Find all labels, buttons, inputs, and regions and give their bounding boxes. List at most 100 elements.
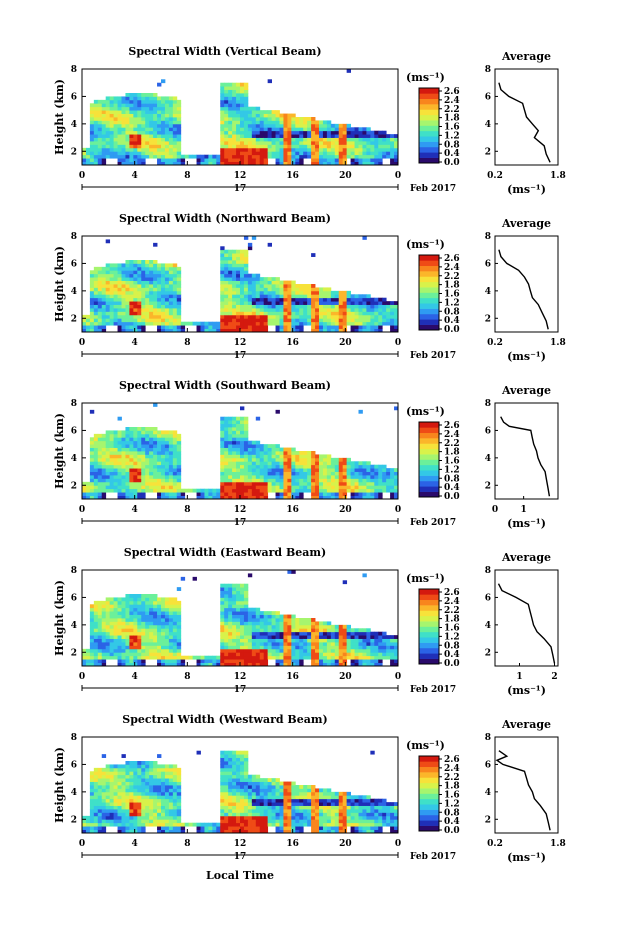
colorbar-swatch	[419, 610, 439, 617]
colorbar: 2.62.42.21.81.61.20.80.40.0 (ms⁻¹)	[406, 71, 460, 168]
average-y-tick-label: 8	[485, 566, 491, 576]
day-label: 17	[234, 351, 247, 361]
colorbar-frame	[418, 755, 440, 832]
colorbar-swatch	[419, 281, 439, 288]
x-tick-label: 8	[184, 672, 190, 682]
y-tick-label: 8	[71, 566, 77, 576]
x-tick-label: 12	[234, 338, 247, 348]
colorbar-swatch	[419, 761, 439, 768]
colorbar-swatch	[419, 486, 439, 492]
average-x-tick-label: 0.2	[487, 171, 503, 181]
colorbar-swatch	[419, 464, 439, 471]
average-y-tick-label: 6	[485, 259, 491, 269]
average-title: Average	[501, 384, 551, 397]
colorbar-frame	[418, 588, 440, 665]
average-profile-line	[500, 416, 551, 497]
y-tick-label: 4	[71, 287, 77, 297]
average-profile: Average 2 4 6 8 0.2 1.8 (ms⁻¹)	[485, 50, 566, 196]
x-tick-label: 0	[395, 839, 401, 849]
colorbar-swatch	[419, 653, 439, 659]
average-profile-line	[495, 750, 551, 831]
colorbar-swatch	[419, 782, 439, 789]
colorbar-tick-label: 1.2	[444, 632, 460, 642]
average-x-tick-label: 0	[492, 505, 498, 515]
y-tick-label: 8	[71, 399, 77, 409]
colorbar-tick-label: 2.4	[444, 430, 460, 440]
x-tick-label: 0	[79, 839, 85, 849]
average-x-tick-label: 1	[521, 505, 527, 515]
colorbar-tick-label: 1.2	[444, 799, 460, 809]
colorbar-swatch	[419, 615, 439, 622]
colorbar-frame	[418, 421, 440, 498]
x-tick-label: 12	[234, 171, 247, 181]
colorbar-tick-label: 0.4	[444, 483, 460, 493]
y-axis-label: Height (km)	[53, 580, 66, 656]
colorbar-tick-label: 0.8	[444, 808, 460, 818]
colorbar-tick-label: 2.6	[444, 588, 460, 598]
x-tick-label: 4	[132, 171, 138, 181]
average-y-tick-label: 8	[485, 65, 491, 75]
colorbar-swatch	[419, 276, 439, 283]
x-tick-label: 12	[234, 505, 247, 515]
colorbar-tick-label: 1.8	[444, 114, 460, 124]
colorbar-swatch	[419, 589, 439, 595]
colorbar-swatch	[419, 287, 439, 293]
panel-2: Spectral Width (Northward Beam) 2 4 6 8 Heigh…	[53, 212, 566, 363]
colorbar-swatch	[419, 98, 439, 105]
colorbar-tick-label: 0.0	[444, 158, 460, 168]
heatmap-cells	[82, 236, 398, 332]
colorbar-swatch	[419, 599, 439, 606]
heatmap-cells	[82, 750, 398, 833]
colorbar-swatch	[419, 621, 439, 627]
average-x-label: (ms⁻¹)	[507, 517, 546, 530]
panel-title: Spectral Width (Northward Beam)	[119, 212, 331, 225]
colorbar-swatch	[419, 825, 439, 832]
colorbar-tick-label: 2.2	[444, 773, 460, 783]
x-tick-label: 16	[286, 338, 299, 348]
colorbar-swatch	[419, 766, 439, 773]
x-tick-label: 12	[234, 839, 247, 849]
x-tick-label: 20	[339, 505, 352, 515]
day-label: 17	[234, 518, 247, 528]
y-tick-label: 6	[71, 426, 77, 436]
colorbar-swatch	[419, 637, 439, 643]
colorbar-tick-label: 2.6	[444, 87, 460, 97]
colorbar-tick-label: 1.6	[444, 624, 460, 634]
x-tick-label: 0	[79, 171, 85, 181]
colorbar-swatch	[419, 313, 439, 320]
colorbar-tick-label: 2.4	[444, 96, 460, 106]
average-x-tick-label: 1.8	[550, 338, 566, 348]
colorbar-tick-label: 1.2	[444, 131, 460, 141]
x-tick-label: 16	[286, 672, 299, 682]
colorbar-tick-label: 2.4	[444, 597, 460, 607]
average-x-label: (ms⁻¹)	[507, 350, 546, 363]
panel-title: Spectral Width (Vertical Beam)	[128, 45, 321, 58]
x-tick-label: 20	[339, 672, 352, 682]
average-y-tick-label: 4	[485, 287, 491, 297]
colorbar-tick-label: 1.6	[444, 457, 460, 467]
y-axis-label: Height (km)	[53, 413, 66, 489]
average-profile: Average 2 4 6 8 1 2 (ms⁻¹)	[485, 551, 559, 697]
y-tick-label: 6	[71, 259, 77, 269]
colorbar-tick-label: 0.8	[444, 641, 460, 651]
colorbar-swatch	[419, 130, 439, 137]
x-tick-label: 4	[132, 505, 138, 515]
average-y-tick-label: 2	[485, 314, 491, 324]
colorbar-tick-label: 1.6	[444, 791, 460, 801]
average-frame	[494, 235, 559, 333]
colorbar-swatch	[419, 804, 439, 810]
day-label: 17	[234, 852, 247, 862]
colorbar-swatch	[419, 319, 439, 325]
colorbar-swatch	[419, 642, 439, 649]
average-profile-line	[498, 82, 551, 163]
y-tick-label: 8	[71, 733, 77, 743]
average-y-tick-label: 8	[485, 399, 491, 409]
colorbar-swatch	[419, 308, 439, 315]
average-y-tick-label: 6	[485, 760, 491, 770]
y-tick-label: 2	[71, 314, 77, 324]
colorbar-swatch	[419, 814, 439, 821]
panel-4: Spectral Width (Eastward Beam) 2 4 6 8 Height…	[53, 546, 559, 697]
date-label: Feb 2017	[410, 351, 456, 361]
colorbar-swatch	[419, 658, 439, 665]
y-axis-label: Height (km)	[53, 747, 66, 823]
